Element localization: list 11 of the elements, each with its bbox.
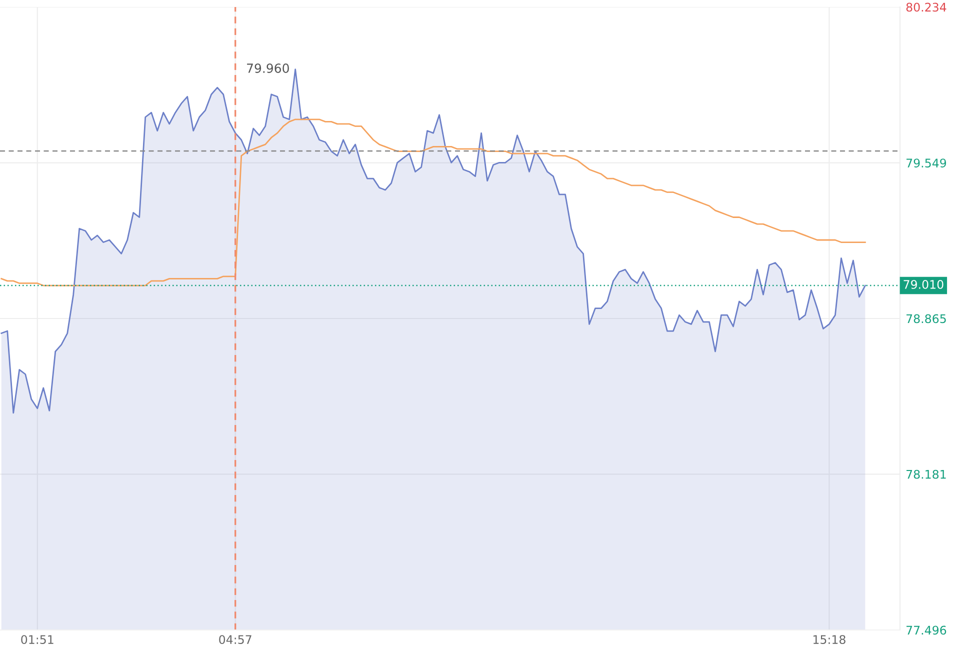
y-tick-label: 78.865 [906, 314, 946, 324]
x-tick-label: 01:51 [21, 635, 54, 644]
y-tick-label: 78.181 [906, 470, 946, 479]
y-tick-label: 77.496 [906, 626, 946, 635]
x-tick-label: 04:57 [219, 635, 252, 644]
x-tick-label: 15:18 [814, 635, 846, 644]
annotation: 79.960 [247, 64, 289, 73]
y-tick-label: 80.234 [906, 2, 946, 12]
line-series [0, 118, 866, 286]
y-tick-label: 79.549 [906, 158, 946, 168]
ref-line-label: 79.010 [904, 280, 944, 289]
